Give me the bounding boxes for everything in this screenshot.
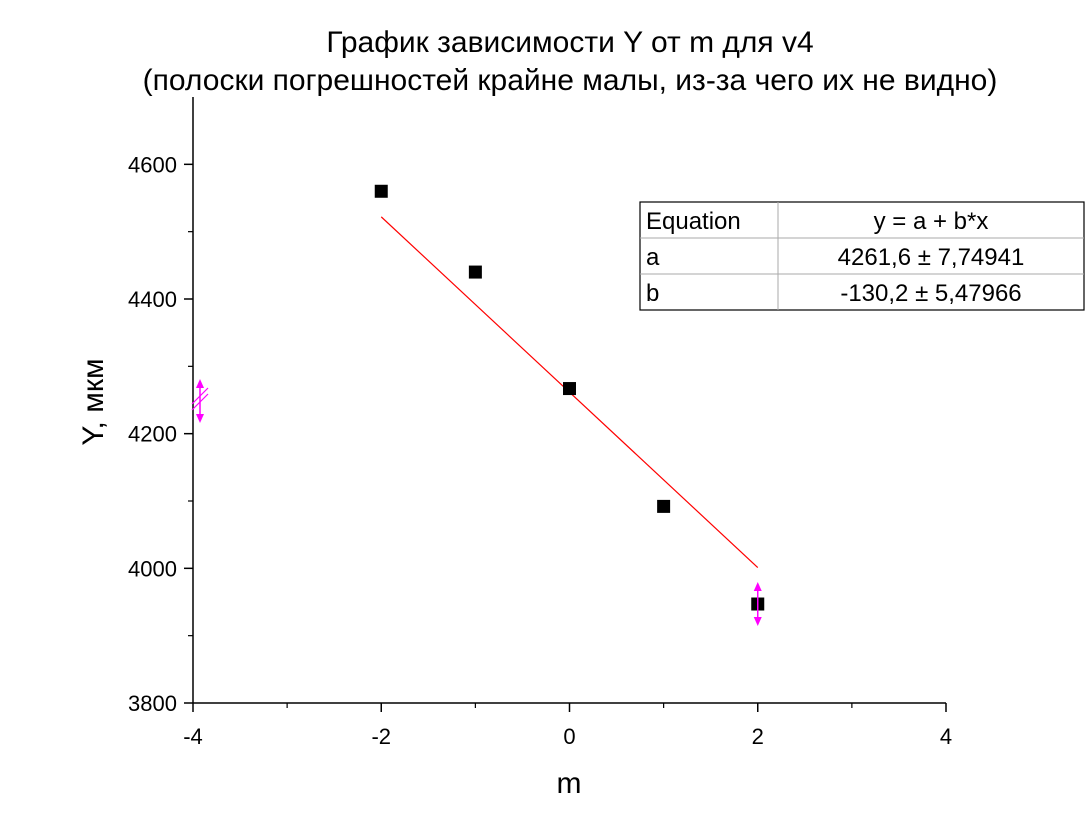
x-tick-label: 4 [940,724,952,749]
x-tick-label: 0 [563,724,575,749]
data-points [374,184,765,611]
x-tick-label: -2 [371,724,391,749]
table-cell-value: y = a + b*x [874,208,989,235]
x-tick-label: 2 [752,724,764,749]
y-tick-label: 3800 [128,691,177,716]
data-point [563,382,576,396]
table-cell-value: 4261,6 ± 7,74941 [838,244,1025,271]
x-tick-label: -4 [183,724,203,749]
table-cell-value: -130,2 ± 5,47966 [840,280,1021,307]
data-point [657,499,671,513]
data-point [468,265,482,279]
y-axis-title: Y, мкм [77,358,110,445]
chart-title: График зависимости Y от m для v4 [326,26,813,59]
fit-results-table: Equation y = a + b*x a 4261,6 ± 7,74941 b -13… [639,201,1085,311]
table-cell-label: Equation [646,208,741,235]
y-axis-scale-handle[interactable] [191,379,209,423]
data-point [374,184,388,198]
table-cell-label: b [646,280,659,307]
y-tick-label: 4400 [128,287,177,312]
y-tick-label: 4200 [128,422,177,447]
y-tick-label: 4000 [128,556,177,581]
axes: -4 -2 0 2 4 3800 4000 4200 4400 4600 [128,97,952,749]
axis-handles [191,379,762,627]
chart-subtitle: (полоски погрешностей крайне малы, из-за… [143,64,998,97]
table-cell-label: a [646,244,660,271]
x-axis-title: m [557,767,582,800]
point-selection-handle[interactable] [753,582,762,627]
y-tick-label: 4600 [128,152,177,177]
